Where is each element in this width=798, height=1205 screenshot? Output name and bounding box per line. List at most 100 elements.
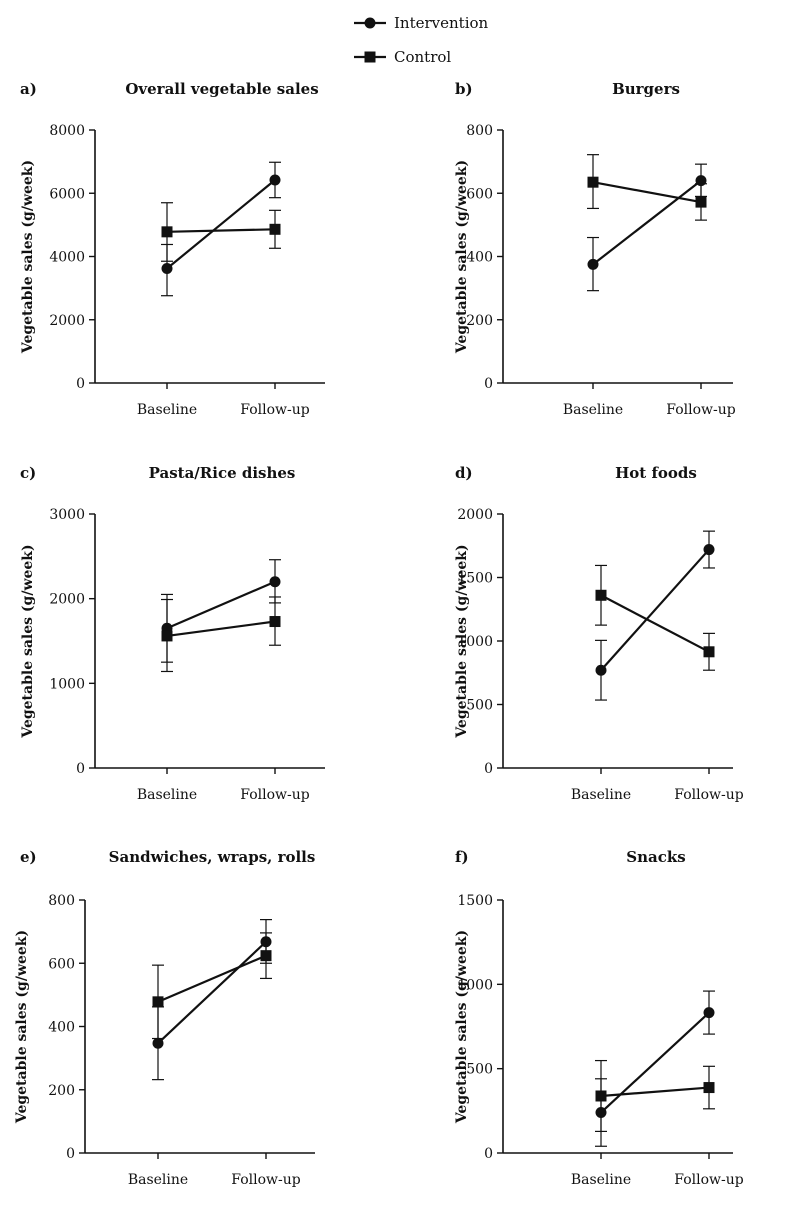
x-tick-label: Follow-up (666, 402, 735, 418)
data-point-control (595, 1090, 607, 1102)
x-tick-label: Baseline (128, 1172, 188, 1188)
y-tick-label: 800 (48, 893, 75, 909)
series-line-intervention (166, 580, 276, 630)
legend: Intervention Control (354, 14, 489, 66)
y-tick-label: 6000 (49, 186, 85, 202)
legend-intervention-marker (364, 17, 376, 29)
y-tick-label: 0 (484, 376, 493, 392)
series-line-control (166, 228, 276, 233)
x-tick-label: Baseline (571, 787, 631, 803)
y-axis-label: Vegetable sales (g/week) (20, 544, 36, 738)
y-axis-label: Vegetable sales (g/week) (20, 160, 36, 354)
series-line-control (600, 594, 710, 653)
y-axis-label: Vegetable sales (g/week) (454, 544, 470, 738)
y-tick-label: 3000 (49, 507, 85, 523)
y-tick-label: 2000 (457, 507, 493, 523)
panel-letter: c) (20, 464, 36, 482)
series-control (595, 564, 715, 671)
data-point-control (703, 646, 715, 658)
data-point-control (595, 589, 607, 601)
data-point-intervention (269, 576, 281, 588)
x-tick-label: Follow-up (231, 1172, 300, 1188)
x-tick-label: Follow-up (240, 402, 309, 418)
legend-control-label: Control (394, 48, 451, 66)
series-control (587, 154, 707, 221)
panels: a) Overall vegetable sales Vegetable sales… (14, 80, 744, 1188)
data-point-intervention (703, 1007, 715, 1019)
y-tick-label: 2000 (49, 592, 85, 608)
y-tick-label: 4000 (49, 250, 85, 266)
series-line-intervention (592, 179, 702, 266)
series-line-control (157, 954, 267, 1003)
y-tick-label: 0 (76, 761, 85, 777)
y-axis-label: Vegetable sales (g/week) (454, 930, 470, 1124)
chart-title: Burgers (612, 80, 680, 98)
series-intervention (595, 990, 715, 1147)
series-control (595, 1059, 715, 1133)
y-tick-label: 600 (48, 956, 75, 972)
chart-title: Snacks (626, 848, 685, 866)
y-tick-label: 2000 (49, 313, 85, 329)
y-tick-label: 8000 (49, 123, 85, 139)
panel-letter: f) (455, 848, 469, 866)
y-tick-label: 800 (466, 123, 493, 139)
data-point-control (260, 950, 272, 962)
panel-letter: b) (455, 80, 473, 98)
data-point-control (269, 223, 281, 235)
series-intervention (595, 530, 715, 701)
data-point-intervention (161, 263, 173, 275)
legend-intervention-label: Intervention (394, 14, 489, 32)
y-tick-label: 0 (66, 1146, 75, 1162)
data-point-control (161, 630, 173, 642)
panel-letter: d) (455, 464, 473, 482)
y-tick-label: 600 (466, 186, 493, 202)
y-tick-label: 0 (484, 1146, 493, 1162)
x-tick-label: Baseline (563, 402, 623, 418)
chart-title: Pasta/Rice dishes (149, 464, 296, 482)
chart-panel-6: f) Snacks Vegetable sales (g/week) 0 500 1000… (454, 848, 744, 1188)
y-axis-label: Vegetable sales (g/week) (14, 930, 30, 1124)
series-line-intervention (166, 179, 276, 270)
y-tick-label: 200 (466, 313, 493, 329)
y-tick-label: 1000 (457, 634, 493, 650)
series-control (152, 932, 272, 1040)
y-tick-label: 1500 (457, 893, 493, 909)
data-point-control (152, 996, 164, 1008)
y-tick-label: 500 (466, 1062, 493, 1078)
y-tick-label: 400 (466, 250, 493, 266)
data-point-control (587, 176, 599, 188)
series-line-intervention (600, 1011, 710, 1114)
legend-control-marker (364, 51, 376, 63)
chart-panel-4: d) Hot foods Vegetable sales (g/week) 0 500 1… (454, 464, 744, 803)
y-tick-label: 0 (484, 761, 493, 777)
data-point-intervention (587, 258, 599, 270)
series-line-control (600, 1086, 710, 1098)
y-tick-label: 0 (76, 376, 85, 392)
y-tick-label: 1000 (49, 676, 85, 692)
data-point-intervention (703, 544, 715, 556)
chart-panel-3: c) Pasta/Rice dishes Vegetable sales (g/we… (20, 464, 325, 803)
y-tick-label: 200 (48, 1083, 75, 1099)
data-point-control (695, 196, 707, 208)
series-line-control (592, 181, 702, 204)
y-tick-label: 400 (48, 1020, 75, 1036)
data-point-intervention (152, 1037, 164, 1049)
x-tick-label: Follow-up (240, 787, 309, 803)
chart-title: Sandwiches, wraps, rolls (109, 848, 316, 866)
chart-panel-2: b) Burgers Vegetable sales (g/week) 0 200 400… (454, 80, 736, 418)
x-tick-label: Follow-up (674, 1172, 743, 1188)
x-tick-label: Baseline (137, 402, 197, 418)
series-line-intervention (157, 940, 267, 1045)
series-line-intervention (600, 548, 710, 671)
series-line-control (166, 620, 276, 638)
y-tick-label: 1500 (457, 571, 493, 587)
x-tick-label: Baseline (137, 787, 197, 803)
series-intervention (152, 919, 272, 1081)
series-intervention (161, 559, 281, 663)
chart-title: Overall vegetable sales (125, 80, 318, 98)
chart-panel-1: a) Overall vegetable sales Vegetable sales… (20, 80, 325, 418)
y-tick-label: 1000 (457, 977, 493, 993)
series-control (161, 202, 281, 262)
series-intervention (587, 163, 707, 292)
